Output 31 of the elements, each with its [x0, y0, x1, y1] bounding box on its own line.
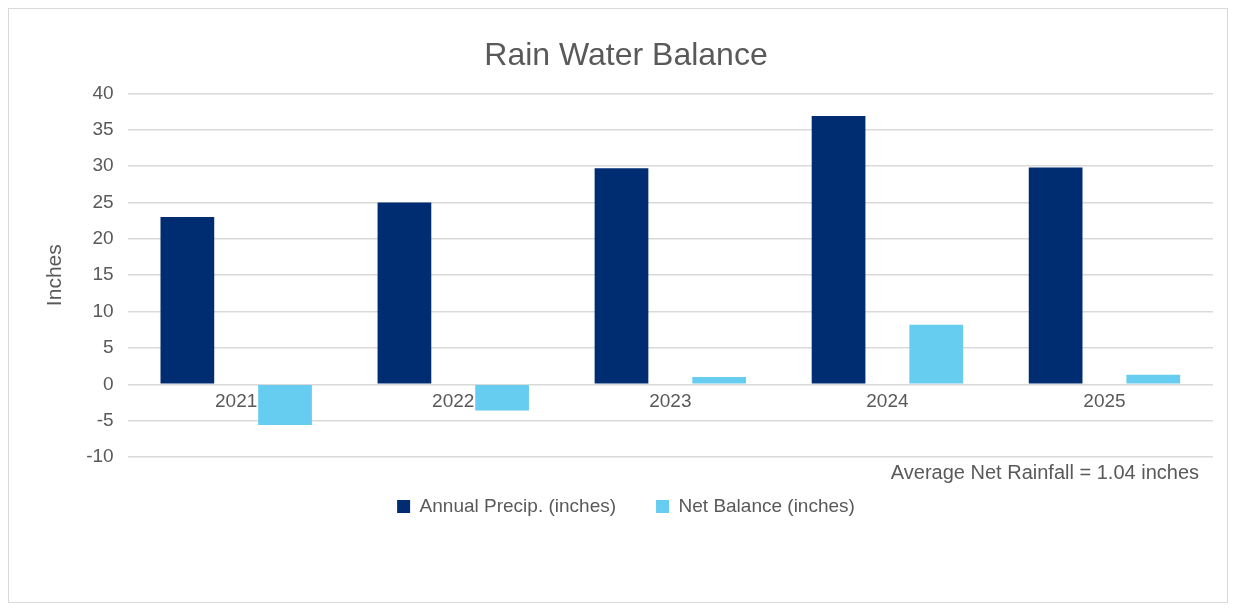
y-tick-label: -10 [86, 445, 114, 467]
y-tick-label: 5 [103, 336, 114, 358]
bar [377, 202, 432, 384]
y-axis-title: Inches [42, 244, 66, 307]
legend-label: Annual Precip. (inches) [419, 494, 617, 516]
chart-title: Rain Water Balance [484, 36, 768, 73]
bar [909, 324, 964, 384]
y-tick-label: 25 [92, 190, 114, 212]
x-tick-label: 2025 [1083, 389, 1126, 411]
legend-label: Net Balance (inches) [678, 494, 855, 516]
x-tick-label: 2022 [432, 389, 475, 411]
y-tick-label: 0 [103, 372, 114, 394]
bar [475, 385, 529, 411]
y-tick-label: -5 [96, 408, 114, 430]
x-tick-label: 2024 [866, 389, 909, 411]
y-tick-label: 30 [92, 154, 114, 176]
y-tick-label: 10 [92, 299, 114, 321]
bar [258, 385, 312, 425]
bar [594, 168, 649, 384]
y-tick-label: 40 [92, 81, 114, 103]
x-tick-label: 2023 [649, 389, 692, 411]
bar [160, 217, 215, 384]
bar [811, 115, 866, 384]
bar [692, 377, 747, 384]
bar [1028, 167, 1083, 384]
bar [1126, 374, 1181, 384]
x-tick-label: 2021 [215, 389, 258, 411]
y-tick-label: 35 [92, 117, 114, 139]
y-tick-label: 20 [92, 227, 114, 249]
y-tick-label: 15 [92, 263, 114, 285]
text: Average Net Rainfall = 1.04 inches [890, 460, 1199, 483]
